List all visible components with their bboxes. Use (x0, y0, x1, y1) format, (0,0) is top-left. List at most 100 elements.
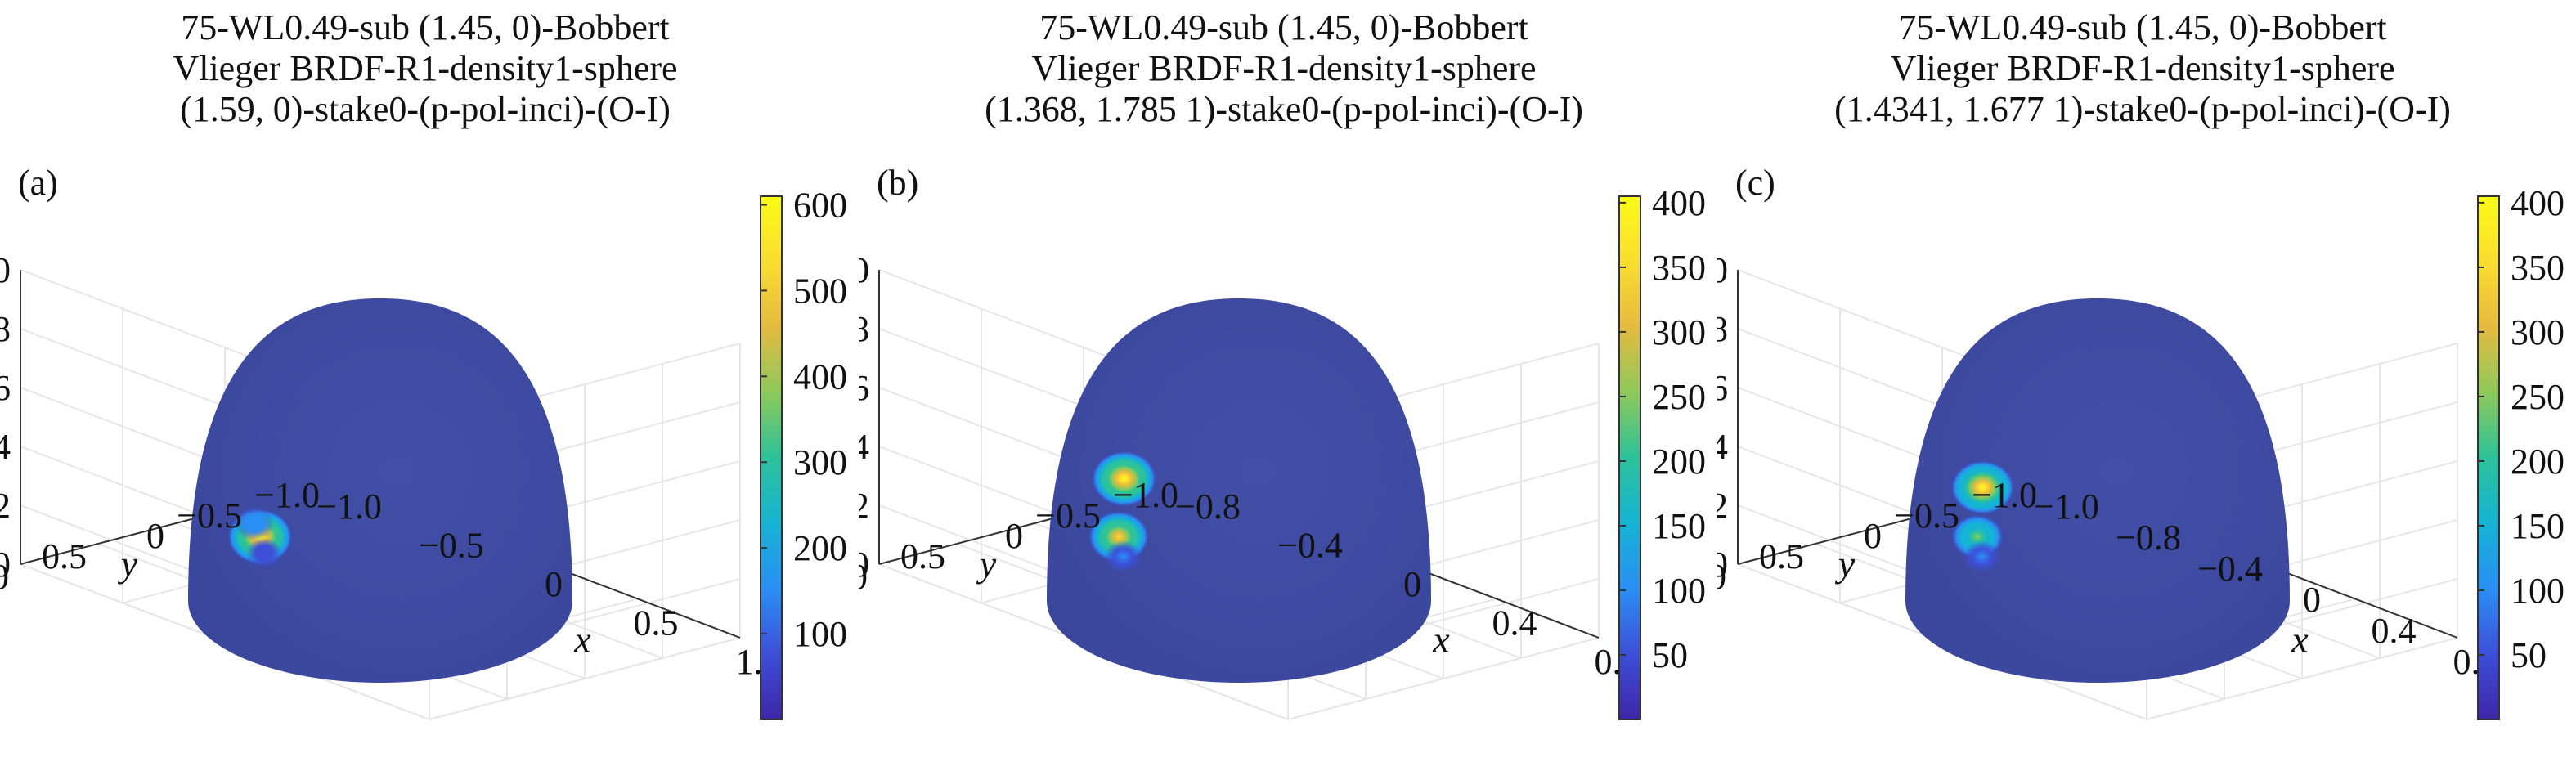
hotspot-mark (1950, 460, 2015, 515)
y-tick-label: −1.0 (254, 475, 320, 515)
y-tick-label: 0 (1864, 516, 1882, 556)
z-tick-label: 0.6 (0, 368, 11, 408)
y-tick-label: −0.5 (177, 495, 242, 536)
y-tick-label: −1.0 (1972, 475, 2037, 515)
hemisphere-surface (1905, 298, 2290, 683)
x-axis-label: x (2291, 618, 2309, 660)
hemisphere-surface (1047, 298, 1431, 683)
z-tick-label: 0.4 (0, 427, 11, 467)
chart-title-line: (1.368, 1.785 1)-stake0-(p-pol-inci)-(O-… (985, 89, 1583, 129)
z-tick-label: 0.4 (859, 427, 869, 467)
y-tick-label: 1.0 (1717, 557, 1726, 597)
x-tick-label: 0 (1403, 564, 1421, 604)
x-tick-label: −0.4 (1277, 526, 1343, 566)
x-tick-label: −0.8 (1175, 486, 1241, 527)
x-tick-label: 0.5 (634, 603, 679, 643)
colorbar-tick-label: 300 (793, 442, 847, 482)
colorbar-tick-label: 200 (1652, 442, 1706, 482)
colorbar (760, 195, 783, 720)
colorbar (2477, 195, 2500, 720)
x-tick-label: 0 (545, 564, 563, 604)
colorbar-tick-label: 250 (1652, 377, 1706, 417)
hotspot-mark (1091, 451, 1157, 507)
colorbar-tick-label: 150 (1652, 506, 1706, 546)
x-tick-label: −1.0 (316, 486, 382, 527)
z-tick-label: 0 (0, 545, 11, 585)
z-tick-label: 0.6 (1717, 368, 1728, 408)
x-axis-label: x (573, 618, 591, 660)
y-tick-label: −0.5 (1894, 495, 1959, 536)
colorbar-tick-label: 50 (2511, 635, 2547, 675)
y-tick-label: −0.5 (1035, 495, 1101, 536)
z-tick-label: 0.2 (1717, 486, 1728, 526)
grid-line (429, 637, 741, 720)
grid-line (1287, 637, 1600, 720)
hotspot-mark (246, 537, 282, 568)
colorbar-tick-label: 200 (2511, 442, 2565, 482)
x-tick-label: −0.8 (2116, 518, 2181, 558)
panel-label: (b) (877, 163, 918, 203)
hemisphere-surface (188, 298, 572, 683)
y-tick-label: 1.0 (859, 557, 868, 597)
z-tick-label: 1.0 (859, 250, 869, 290)
colorbar-tick-label: 500 (793, 271, 847, 311)
y-axis-label: y (1835, 543, 1856, 585)
z-tick-label: 0.2 (0, 486, 11, 526)
panel-b: 75-WL0.49-sub (1.45, 0)-Bobbert Vlieger B… (859, 0, 1717, 780)
z-tick-label: 0.4 (1717, 427, 1728, 467)
colorbar-tick-label: 400 (793, 356, 847, 397)
z-tick-label: 0 (1717, 545, 1728, 585)
hotspot-mark (234, 506, 275, 540)
x-tick-label: −0.4 (2197, 549, 2263, 589)
y-tick-label: 0.5 (42, 536, 87, 576)
chart-title-line: Vlieger BRDF-R1-density1-sphere (1890, 48, 2394, 88)
colorbar-tick-label: 100 (1652, 571, 1706, 611)
z-tick-label: 0.8 (1717, 309, 1728, 349)
colorbar-tick-label: 150 (2511, 506, 2565, 546)
y-tick-label: 0 (1005, 516, 1023, 556)
x-tick-label: 0.4 (1492, 603, 1537, 643)
colorbar-tick-label: 50 (1652, 635, 1688, 675)
grid-line (2146, 637, 2458, 720)
colorbar-tick-label: 350 (1652, 248, 1706, 288)
colorbar-tick-label: 350 (2511, 248, 2565, 288)
colorbar-tick-label: 400 (1652, 183, 1706, 223)
colorbar-tick-label: 300 (1652, 312, 1706, 352)
colorbar-tick-label: 600 (793, 185, 847, 225)
x-tick-label: 0 (2303, 580, 2321, 620)
chart-title-line: (1.59, 0)-stake0-(p-pol-inci)-(O-I) (180, 89, 671, 129)
colorbar (1618, 195, 1641, 720)
colorbar-tick-label: 400 (2511, 183, 2565, 223)
z-tick-label: 1.0 (0, 250, 11, 290)
chart-title-line: 75-WL0.49-sub (1.45, 0)-Bobbert (181, 7, 670, 47)
x-axis-label: x (1432, 618, 1450, 660)
z-tick-label: 0.6 (859, 368, 869, 408)
hotspot-mark (1963, 540, 2001, 573)
z-tick-label: 0.8 (0, 309, 11, 349)
panel-label: (c) (1735, 163, 1775, 203)
y-axis-label: y (976, 543, 997, 585)
hotspot-mark (1104, 540, 1142, 573)
x-tick-label: −1.0 (2034, 486, 2099, 527)
panel-a: 75-WL0.49-sub (1.45, 0)-Bobbert Vlieger B… (0, 0, 859, 780)
chart-title-line: 75-WL0.49-sub (1.45, 0)-Bobbert (1898, 7, 2387, 47)
z-tick-label: 0.2 (859, 486, 869, 526)
y-tick-label: 0.5 (900, 536, 945, 576)
z-tick-label: 0 (859, 545, 869, 585)
colorbar-tick-label: 100 (793, 614, 847, 654)
colorbar-tick-label: 200 (793, 528, 847, 568)
z-tick-label: 0.8 (859, 309, 869, 349)
y-tick-label: 1.0 (0, 557, 9, 597)
colorbar-tick-label: 300 (2511, 312, 2565, 352)
panel-c: 75-WL0.49-sub (1.45, 0)-Bobbert Vlieger B… (1717, 0, 2576, 780)
x-tick-label: 0.4 (2372, 611, 2417, 651)
y-tick-label: −1.0 (1113, 475, 1178, 515)
chart-title-line: (1.4341, 1.677 1)-stake0-(p-pol-inci)-(O… (1834, 89, 2451, 129)
chart-title-line: 75-WL0.49-sub (1.45, 0)-Bobbert (1039, 7, 1528, 47)
chart-title-line: Vlieger BRDF-R1-density1-sphere (1031, 48, 1536, 88)
colorbar-tick-label: 100 (2511, 571, 2565, 611)
colorbar-tick-label: 250 (2511, 377, 2565, 417)
